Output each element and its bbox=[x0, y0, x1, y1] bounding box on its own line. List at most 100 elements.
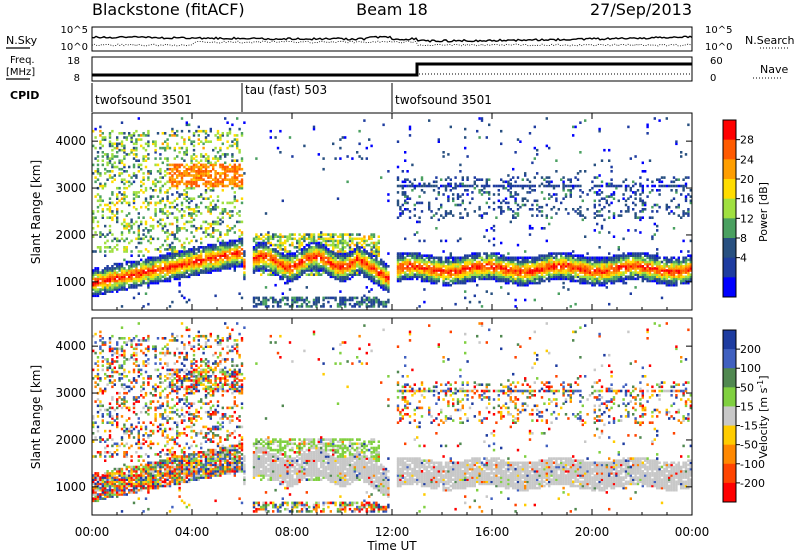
data-cell bbox=[485, 267, 488, 270]
data-cell bbox=[346, 241, 349, 245]
data-cell bbox=[108, 246, 112, 249]
data-cell bbox=[605, 269, 608, 272]
data-cell bbox=[555, 273, 558, 276]
data-cell bbox=[312, 262, 316, 266]
data-cell bbox=[437, 218, 440, 222]
data-cell bbox=[363, 252, 366, 255]
data-cell bbox=[312, 235, 316, 238]
data-cell bbox=[608, 277, 611, 281]
data-cell bbox=[550, 180, 553, 184]
data-cell bbox=[500, 277, 503, 281]
data-cell bbox=[104, 246, 107, 249]
data-cell bbox=[567, 277, 570, 281]
data-cell bbox=[209, 267, 212, 270]
data-cell bbox=[624, 269, 628, 272]
data-cell bbox=[224, 170, 227, 173]
data-cell bbox=[147, 203, 150, 207]
data-cell bbox=[437, 208, 440, 211]
data-cell bbox=[461, 281, 464, 285]
data-cell bbox=[344, 273, 347, 276]
data-cell bbox=[423, 288, 426, 291]
data-cell bbox=[435, 260, 438, 264]
data-cell bbox=[634, 212, 637, 215]
data-cell bbox=[401, 275, 404, 279]
data-cell bbox=[488, 273, 491, 276]
data-cell bbox=[351, 305, 354, 308]
data-cell bbox=[552, 252, 556, 255]
data-cell bbox=[168, 265, 172, 268]
data-cell bbox=[207, 180, 210, 184]
data-cell bbox=[281, 269, 284, 272]
data-cell bbox=[298, 267, 301, 270]
data-cell bbox=[442, 262, 445, 266]
data-cell bbox=[401, 269, 404, 272]
data-cell bbox=[300, 305, 304, 308]
data-cell bbox=[195, 165, 198, 169]
data-cell bbox=[113, 262, 116, 266]
data-cell bbox=[358, 300, 361, 304]
data-cell bbox=[636, 262, 640, 266]
data-cell bbox=[459, 195, 462, 198]
data-cell bbox=[226, 201, 229, 205]
data-cell bbox=[212, 248, 215, 251]
data-cell bbox=[111, 286, 114, 289]
data-cell bbox=[188, 201, 191, 205]
data-cell bbox=[596, 260, 599, 264]
data-cell bbox=[135, 193, 138, 196]
data-cell bbox=[416, 201, 419, 205]
data-cell bbox=[281, 199, 284, 203]
data-cell bbox=[600, 265, 604, 268]
data-cell bbox=[346, 265, 349, 268]
data-cell bbox=[377, 305, 380, 308]
data-cell bbox=[113, 267, 116, 270]
data-cell bbox=[216, 132, 220, 135]
data-cell bbox=[356, 271, 359, 274]
data-cell bbox=[276, 243, 280, 247]
data-cell bbox=[224, 256, 227, 260]
data-cell bbox=[615, 275, 618, 279]
data-cell bbox=[612, 256, 616, 260]
data-cell bbox=[483, 277, 486, 281]
data-cell bbox=[221, 216, 224, 219]
data-cell bbox=[528, 271, 532, 274]
data-cell bbox=[214, 178, 217, 181]
data-cell bbox=[339, 302, 342, 306]
data-cell bbox=[214, 157, 217, 160]
data-cell bbox=[137, 195, 140, 198]
data-cell bbox=[243, 265, 246, 268]
data-cell bbox=[166, 254, 169, 257]
data-cell bbox=[154, 163, 157, 167]
data-cell bbox=[185, 300, 188, 304]
data-cell bbox=[574, 210, 577, 213]
data-cell bbox=[598, 258, 601, 262]
data-cell bbox=[596, 214, 599, 217]
data-cell bbox=[240, 258, 244, 262]
data-cell bbox=[204, 265, 208, 268]
data-cell bbox=[276, 267, 280, 270]
data-cell bbox=[123, 220, 126, 224]
data-cell bbox=[629, 195, 632, 198]
data-cell bbox=[132, 281, 136, 285]
data-cell bbox=[605, 286, 608, 289]
data-cell bbox=[579, 271, 582, 274]
data-cell bbox=[202, 262, 205, 266]
data-cell bbox=[512, 271, 515, 274]
data-cell bbox=[101, 186, 104, 190]
data-cell bbox=[344, 302, 347, 306]
data-cell bbox=[209, 170, 212, 173]
data-cell bbox=[430, 210, 433, 213]
data-cell bbox=[279, 248, 282, 251]
data-cell bbox=[149, 235, 152, 238]
data-cell bbox=[416, 260, 419, 264]
data-cell bbox=[252, 260, 256, 264]
data-cell bbox=[387, 286, 390, 289]
data-cell bbox=[329, 235, 332, 238]
data-cell bbox=[396, 267, 400, 270]
data-cell bbox=[567, 267, 570, 270]
data-cell bbox=[159, 254, 162, 257]
data-cell bbox=[156, 237, 160, 241]
data-cell bbox=[298, 239, 301, 243]
data-cell bbox=[620, 271, 623, 274]
data-cell bbox=[219, 250, 222, 253]
data-cell bbox=[358, 262, 361, 266]
